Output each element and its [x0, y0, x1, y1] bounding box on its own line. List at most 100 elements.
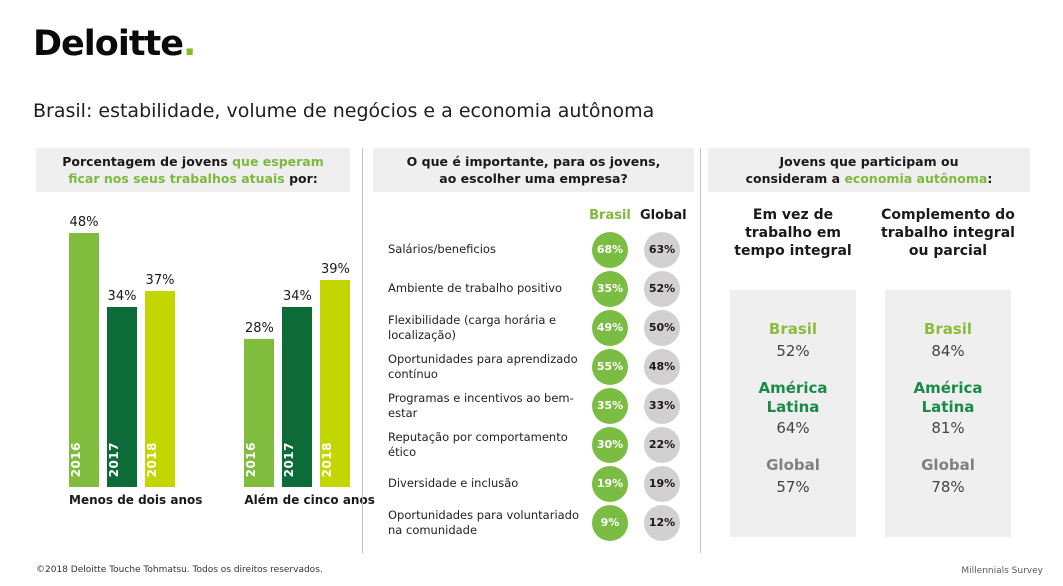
bar-value-label: 39% [320, 262, 350, 277]
company-choice-row: Oportunidades para aprendizado contínuo 5… [373, 347, 694, 386]
region-value: 57% [776, 478, 810, 496]
region-name: Global [921, 456, 975, 475]
global-percentage-circle: 52% [644, 270, 680, 307]
gig-stats-box: Brasil 52% América Latina 64% Global 57% [730, 290, 856, 537]
bar-group: 48% 2016 34% 2017 37% 2018 Menos de dois anos [69, 215, 202, 507]
region-value: 64% [776, 419, 810, 438]
bar-column-2018: 37% 2018 [145, 273, 175, 487]
brasil-cell: 9% [588, 504, 632, 541]
company-choice-row: Oportunidades para voluntariado na comun… [373, 503, 694, 542]
gig-economy-columns: Em vez de trabalho em tempo integral Bras… [718, 206, 1023, 537]
header-highlight: economia autônoma [844, 171, 988, 186]
global-cell: 63% [640, 231, 684, 268]
gig-column: Em vez de trabalho em tempo integral Bras… [718, 206, 868, 537]
panel-retention: Porcentagem de jovens que esperam ficar … [36, 148, 375, 507]
global-percentage-circle: 50% [644, 309, 680, 346]
bar-column-2016: 28% 2016 [244, 321, 275, 487]
bar-year-label: 2016 [69, 441, 83, 477]
region-name: América Latina [758, 378, 828, 416]
global-percentage-circle: 22% [644, 426, 680, 463]
row-label: Oportunidades para aprendizado contínuo [388, 351, 578, 381]
panel-divider [700, 148, 701, 553]
global-cell: 50% [640, 309, 684, 346]
region-value: 52% [776, 341, 810, 360]
brasil-percentage-circle: 35% [592, 387, 628, 424]
row-label: Reputação por comportamento ético [388, 429, 568, 459]
company-choice-row: Salários/beneficios 68% 63% [373, 230, 694, 269]
panel-gig-economy-header: Jovens que participam ou consideram a ec… [708, 148, 1030, 192]
bar-year-label: 2017 [107, 441, 121, 477]
bar-2018: 2018 [145, 291, 175, 487]
bar-year-label: 2016 [244, 441, 259, 477]
global-cell: 48% [640, 348, 684, 385]
bar-group-label: Menos de dois anos [69, 493, 203, 507]
bar-year-label: 2017 [282, 441, 297, 477]
bar-value-label: 48% [69, 215, 99, 230]
region-value: 84% [931, 341, 965, 360]
region-value: 81% [931, 419, 965, 438]
bar-value-label: 37% [145, 273, 175, 288]
logo-green-dot-icon: . [183, 24, 196, 64]
global-cell: 33% [640, 387, 684, 424]
column-headers: Brasil Global [373, 208, 694, 223]
panel-company-choice: O que é importante, para os jovens, ao e… [373, 148, 694, 541]
company-choice-row: Reputação por comportamento ético 30% 22% [373, 425, 694, 464]
gig-column-title: Em vez de trabalho em tempo integral [734, 207, 852, 260]
bar-group: 28% 2016 34% 2017 39% 2018 Além de cinco anos [244, 262, 375, 507]
column-header-global: Global [640, 208, 687, 223]
row-label: Programas e incentivos ao bem-estar [388, 390, 574, 420]
bar-column-2018: 39% 2018 [320, 262, 351, 487]
row-label: Ambiente de trabalho positivo [388, 281, 563, 296]
bar-year-label: 2018 [320, 441, 335, 477]
row-label: Flexibilidade (carga horária e localizaç… [388, 312, 557, 342]
page-title: Brasil: estabilidade, volume de negócios… [33, 100, 655, 122]
brasil-percentage-circle: 9% [592, 504, 628, 541]
region-name: Brasil [923, 320, 973, 338]
bar-2016: 2016 [244, 339, 275, 487]
company-choice-rows: Salários/beneficios 68% 63% Ambiente de tra… [373, 230, 694, 542]
header-part1: Jovens que participam ou consideram a [745, 153, 959, 187]
panel-company-choice-header: O que é importante, para os jovens, ao e… [373, 148, 694, 192]
panel-divider [362, 148, 363, 553]
header-part2: por: [284, 171, 318, 186]
brasil-cell: 30% [588, 426, 632, 463]
header-highlight: que esperam ficar nos seus trabalhos atu… [68, 153, 324, 187]
global-cell: 19% [640, 465, 684, 502]
row-label: Diversidade e inclusão [388, 476, 519, 491]
bar-value-label: 34% [282, 289, 312, 304]
global-cell: 22% [640, 426, 684, 463]
global-cell: 52% [640, 270, 684, 307]
panel-retention-header: Porcentagem de jovens que esperam ficar … [36, 148, 350, 192]
brasil-cell: 68% [588, 231, 632, 268]
company-choice-row: Ambiente de trabalho positivo 35% 52% [373, 269, 694, 308]
brasil-percentage-circle: 55% [592, 348, 628, 385]
bar-column-2017: 34% 2017 [282, 289, 313, 487]
row-label: Salários/beneficios [388, 242, 496, 257]
header-part2: : [987, 171, 993, 186]
bar-group-label: Além de cinco anos [244, 493, 375, 507]
global-cell: 12% [640, 504, 684, 541]
brasil-cell: 55% [588, 348, 632, 385]
bar-2016: 2016 [69, 233, 99, 487]
bar-2018: 2018 [320, 280, 351, 487]
brasil-percentage-circle: 35% [592, 270, 628, 307]
gig-column: Complemento do trabalho integral ou parc… [873, 206, 1023, 537]
gig-stats-box: Brasil 84% América Latina 81% Global 78% [885, 290, 1011, 537]
global-percentage-circle: 48% [644, 348, 680, 385]
bars-row: 28% 2016 34% 2017 39% 2018 [244, 262, 374, 487]
copyright-text: ©2018 Deloitte Touche Tohmatsu. Todos os… [36, 565, 323, 575]
bars-row: 48% 2016 34% 2017 37% 2018 [69, 215, 202, 487]
company-choice-row: Programas e incentivos ao bem-estar 35% 33… [373, 386, 694, 425]
row-label: Oportunidades para voluntariado na comun… [388, 507, 580, 537]
bar-chart: 48% 2016 34% 2017 37% 2018 Menos de dois anos 2… [36, 192, 375, 507]
brasil-percentage-circle: 49% [592, 309, 628, 346]
global-percentage-circle: 12% [644, 504, 680, 541]
brasil-cell: 35% [588, 387, 632, 424]
panel-gig-economy: Jovens que participam ou consideram a ec… [708, 148, 1030, 537]
global-percentage-circle: 63% [644, 231, 680, 268]
brasil-percentage-circle: 68% [592, 231, 628, 268]
bar-2017: 2017 [282, 307, 313, 487]
bar-column-2016: 48% 2016 [69, 215, 99, 487]
bar-year-label: 2018 [145, 441, 159, 477]
